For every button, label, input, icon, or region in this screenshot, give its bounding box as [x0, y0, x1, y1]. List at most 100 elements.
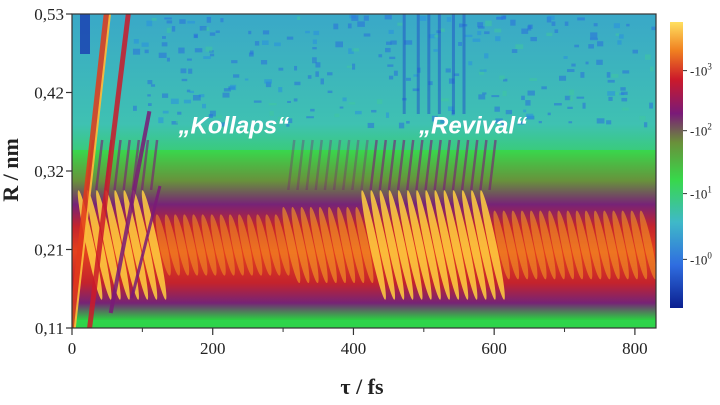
speckle [209, 53, 215, 57]
fringe [566, 210, 584, 280]
fringe-spike [94, 139, 104, 191]
speckle [158, 52, 167, 58]
fringe-spike [351, 139, 360, 191]
speckle [378, 54, 383, 58]
speckle [209, 32, 216, 36]
fringe [443, 190, 469, 300]
speckle [363, 33, 371, 37]
speckle [515, 44, 524, 50]
fringe-spike [415, 139, 424, 191]
speckle [177, 111, 182, 115]
speckle [404, 40, 413, 45]
fringe [493, 210, 510, 280]
fringe [480, 190, 505, 300]
fringe [346, 206, 365, 284]
speckle [189, 90, 194, 94]
speckle [162, 110, 169, 114]
fringe [328, 206, 347, 284]
speckle [596, 118, 605, 124]
speckle [606, 120, 612, 125]
speckle [458, 41, 463, 46]
streak-highlight [73, 14, 111, 328]
speckle [434, 35, 440, 38]
speckle [162, 36, 166, 39]
speckle [254, 41, 260, 46]
speckle [494, 106, 500, 112]
fringe-spike [314, 139, 323, 191]
speckle-streak [462, 14, 466, 114]
speckle [517, 121, 525, 125]
speckle [458, 23, 463, 28]
annotations: „Kollaps“ „Revival“ [177, 113, 527, 140]
fringe-spike [424, 139, 433, 191]
speckle [161, 42, 168, 47]
y-axis-title: R / nm [0, 138, 23, 202]
fringe-spike [323, 139, 333, 191]
speckle [393, 70, 398, 76]
speckle [413, 74, 419, 77]
speckle [354, 110, 362, 115]
speckle [376, 99, 383, 105]
fringe [557, 210, 574, 280]
speckle [178, 47, 185, 54]
y-tick-label: 0,32 [34, 162, 64, 181]
fringe [502, 210, 520, 280]
speckle [607, 79, 615, 83]
speckle [546, 32, 553, 37]
speckle-streak [402, 14, 406, 114]
speckle [530, 36, 537, 42]
speckle [472, 38, 481, 42]
speckle [315, 71, 319, 77]
speckle [351, 15, 359, 21]
speckle [162, 93, 169, 98]
x-tick-label: 400 [341, 339, 367, 358]
fringe [575, 210, 593, 280]
speckle [166, 57, 170, 62]
speckle [643, 122, 648, 128]
speckle [615, 92, 619, 95]
fringe [318, 206, 337, 284]
speckle [618, 34, 624, 39]
speckle [357, 21, 365, 27]
speckle [187, 20, 196, 24]
colorbar: -103 -102 -101 -100 [670, 22, 712, 308]
fringe [274, 214, 290, 276]
speckle [568, 121, 573, 124]
speckle [223, 88, 231, 92]
speckle [158, 117, 164, 124]
speckle [233, 74, 240, 78]
speckle [335, 41, 343, 48]
speckle [268, 102, 277, 106]
speckle [626, 23, 630, 27]
speckle [305, 30, 310, 34]
speckle [589, 37, 598, 41]
speckle-streak [427, 14, 431, 114]
x-axis-title: τ / fs [340, 374, 384, 399]
speckle [464, 34, 473, 38]
fringe [141, 190, 167, 300]
speckle-streak [451, 14, 455, 114]
speckle [593, 23, 598, 27]
fringe [201, 214, 217, 276]
fringe [594, 210, 611, 280]
speckle [397, 22, 403, 26]
speckle [248, 30, 252, 35]
fringe [309, 206, 328, 284]
speckle [495, 36, 501, 42]
speckle [199, 25, 207, 31]
speckle [621, 97, 628, 102]
y-tick-label: 0,53 [34, 5, 64, 24]
fringe-spike [387, 139, 397, 191]
speckle [183, 99, 192, 104]
speckle [485, 20, 492, 27]
speckle [477, 30, 482, 36]
speckle [499, 75, 505, 80]
speckle [147, 103, 152, 106]
speckle [186, 89, 191, 93]
speckle [447, 106, 454, 111]
fringe [388, 190, 414, 300]
y-tick-label: 0,11 [35, 319, 64, 338]
speckle [389, 56, 396, 60]
fringe [511, 210, 529, 280]
fringe-spike [360, 139, 369, 191]
